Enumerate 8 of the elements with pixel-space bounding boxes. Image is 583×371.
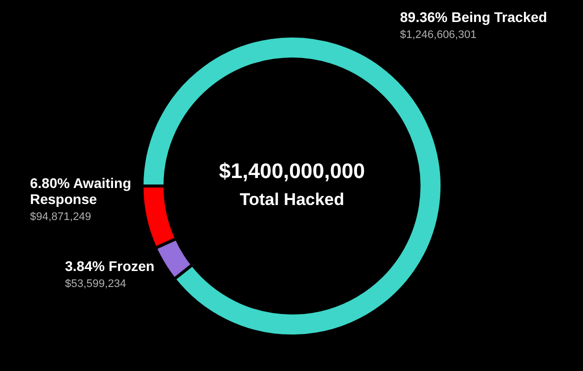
- data-label: $94,871,249: [30, 211, 92, 223]
- data-label: $1,246,606,301: [400, 29, 476, 41]
- data-label: $53,599,234: [65, 278, 126, 290]
- slice-label: 6.80% Awaiting Response: [30, 175, 132, 207]
- text: $1,400,000,000: [219, 160, 365, 183]
- text: Total Hacked: [240, 190, 344, 209]
- slice-label: 3.84% Frozen: [65, 258, 154, 274]
- slice-label: 89.36% Being Tracked: [400, 9, 548, 25]
